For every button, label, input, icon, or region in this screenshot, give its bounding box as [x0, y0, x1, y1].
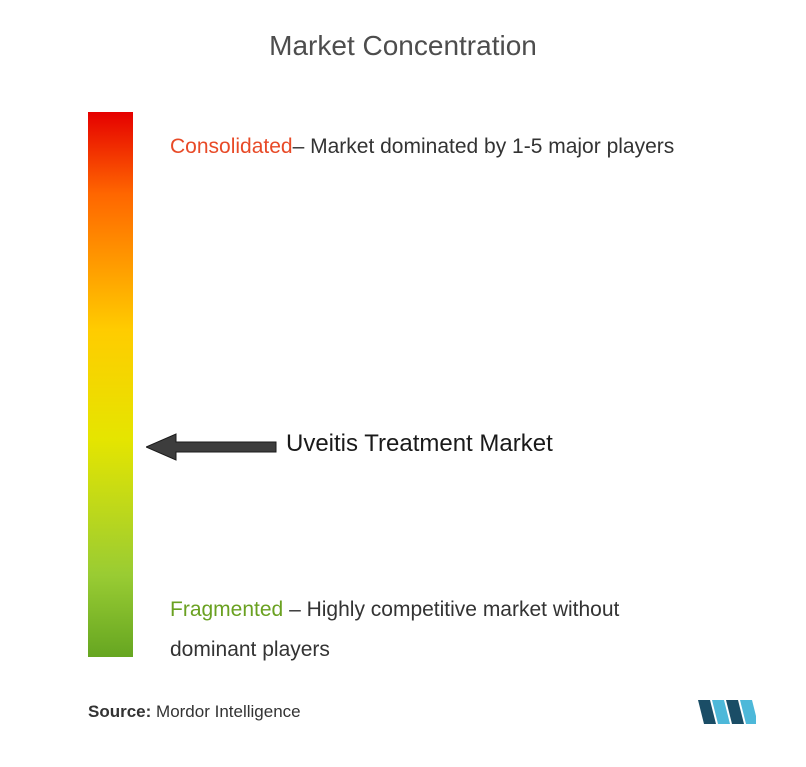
market-label: Uveitis Treatment Market	[286, 430, 553, 458]
fragmented-keyword: Fragmented	[170, 598, 283, 621]
page-title: Market Concentration	[0, 0, 806, 82]
fragmented-label: Fragmented – Highly competitive market w…	[170, 590, 710, 670]
chart-container: Consolidated– Market dominated by 1-5 ma…	[88, 112, 768, 657]
source-value: Mordor Intelligence	[156, 702, 301, 721]
concentration-gradient-bar	[88, 112, 133, 657]
source-prefix: Source:	[88, 702, 151, 721]
source-label: Source: Mordor Intelligence	[88, 702, 301, 722]
consolidated-label: Consolidated– Market dominated by 1-5 ma…	[170, 127, 690, 167]
footer: Source: Mordor Intelligence	[88, 692, 756, 732]
arrow-icon	[146, 432, 281, 462]
consolidated-keyword: Consolidated	[170, 135, 293, 158]
mordor-logo-icon	[696, 692, 756, 732]
consolidated-text: – Market dominated by 1-5 major players	[293, 135, 675, 158]
